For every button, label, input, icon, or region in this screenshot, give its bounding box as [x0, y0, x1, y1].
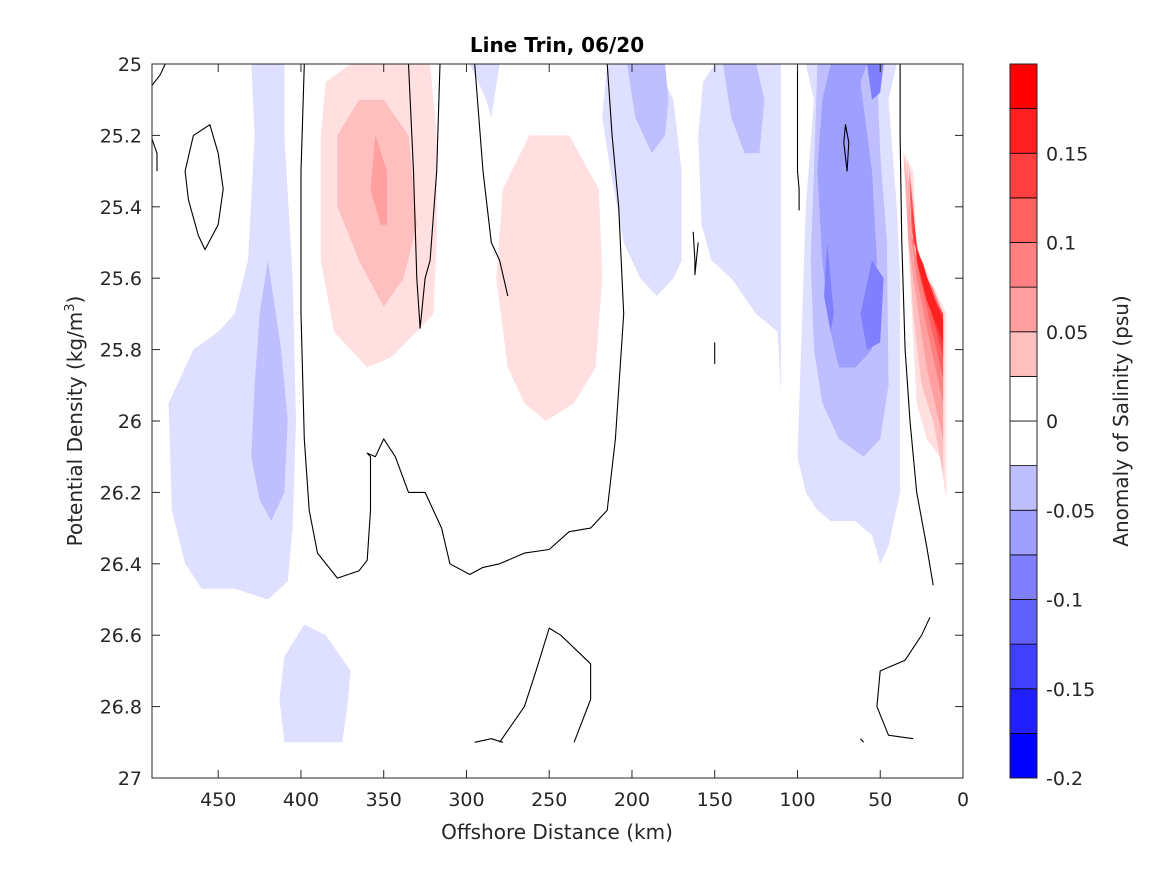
colorbar-tick-label: -0.2: [1046, 768, 1083, 790]
salinity-region-12: [824, 242, 834, 332]
y-tick-label: 26: [118, 411, 142, 433]
colorbar-bin: [1009, 554, 1038, 600]
zero-contour-8: [796, 64, 800, 211]
colorbar-tick-label: 0: [1046, 411, 1058, 433]
colorbar-bin: [1009, 152, 1038, 199]
x-tick-label: 0: [957, 789, 969, 811]
colorbar-tick-label: -0.05: [1046, 500, 1095, 522]
colorbar-bin: [1009, 465, 1038, 511]
colorbar-tick-label: -0.15: [1046, 679, 1095, 701]
x-axis-label: Offshore Distance (km): [441, 820, 673, 844]
y-tick-label: 25.6: [100, 268, 142, 290]
salinity-region-24: [911, 181, 944, 343]
colorbar-bin: [1009, 197, 1038, 243]
colorbar-bin: [1009, 63, 1038, 110]
y-axis: 25 25.2 25.4 25.6 25.8 26 26.2 26.4 26.6 26.8 27: [100, 54, 963, 790]
colorbar-tick-label: 0.1: [1046, 233, 1076, 255]
salinity-region-2: [279, 624, 351, 743]
salinity-region-1: [251, 260, 288, 521]
zero-contour-5: [474, 63, 509, 297]
x-tick-label: 200: [614, 789, 650, 811]
colorbar-ticks: -0.2 -0.15 -0.1 -0.05 0 0.05 0.1 0.15: [1031, 143, 1095, 790]
y-tick-label: 26.6: [100, 625, 142, 647]
zero-contour-1: [151, 138, 158, 172]
salinity-region-5: [627, 64, 669, 154]
colorbar-bin: [1009, 375, 1038, 422]
colorbar-bin: [1009, 643, 1038, 690]
zero-contour-12: [859, 738, 865, 743]
salinity-region-16: [370, 135, 387, 225]
colorbar-tick-label: 0.05: [1046, 322, 1088, 344]
y-tick-label: 26.2: [100, 482, 142, 504]
zero-contour-lines: [151, 63, 934, 743]
filled-contours: [168, 64, 947, 743]
colorbar-bin: [1009, 688, 1038, 734]
salinity-region-6: [698, 64, 781, 393]
y-tick-label: 25.2: [100, 125, 142, 147]
colorbar-tick-label: -0.1: [1046, 590, 1083, 612]
x-tick-label: 250: [531, 789, 567, 811]
x-tick-label: 400: [283, 789, 319, 811]
zero-contour-13: [499, 627, 592, 743]
salinity-region-7: [723, 64, 765, 154]
salinity-region-10: [817, 64, 877, 368]
zero-contour-6: [692, 231, 699, 276]
colorbar-bin: [1009, 108, 1038, 154]
colorbar-bin: [1009, 509, 1038, 556]
colorbar-bin: [1009, 242, 1038, 288]
salinity-region-13: [867, 64, 884, 100]
x-tick-label: 450: [200, 789, 236, 811]
colorbar-label: Anomaly of Salinity (psu): [1109, 295, 1133, 546]
salinity-region-17: [496, 135, 603, 421]
x-tick-label: 100: [779, 789, 815, 811]
colorbar-bin: [1009, 599, 1038, 645]
salinity-region-3: [469, 64, 500, 118]
y-tick-label: 27: [118, 768, 142, 790]
zero-contour-9: [843, 124, 850, 172]
x-tick-label: 50: [868, 789, 892, 811]
y-axis-label-close: ): [63, 296, 87, 304]
y-tick-label: 25.4: [100, 197, 142, 219]
salinity-region-11: [860, 260, 884, 350]
zero-contour-11: [876, 617, 931, 740]
zero-contour-4: [407, 63, 441, 329]
x-tick-label: 350: [366, 789, 402, 811]
zero-contour-0: [151, 63, 166, 86]
colorbar-bin: [1009, 286, 1038, 333]
zero-contour-2: [184, 124, 224, 251]
y-tick-label: 25: [118, 54, 142, 76]
x-tick-label: 300: [448, 789, 484, 811]
zero-contour-10: [899, 64, 934, 586]
colorbar-tick-label: 0.15: [1046, 143, 1088, 165]
y-tick-label: 26.8: [100, 697, 142, 719]
zero-contour-14: [474, 738, 504, 743]
y-axis-label: Potential Density (kg/m3): [63, 296, 87, 547]
colorbar-bin: [1009, 420, 1038, 467]
x-axis: 450 400 350 300 250 200 150 100 50 0: [200, 64, 969, 811]
colorbar-bin: [1009, 732, 1038, 779]
y-axis-label-main: Potential Density (kg/m: [63, 312, 87, 547]
colorbar: [1009, 63, 1038, 779]
colorbar-bin: [1009, 331, 1038, 377]
zero-contour-3: [300, 63, 625, 579]
y-tick-label: 26.4: [100, 554, 142, 576]
x-tick-label: 150: [697, 789, 733, 811]
y-tick-label: 25.8: [100, 340, 142, 362]
y-axis-label-sup: 3: [63, 303, 78, 311]
chart-title: Line Trin, 06/20: [470, 33, 644, 57]
